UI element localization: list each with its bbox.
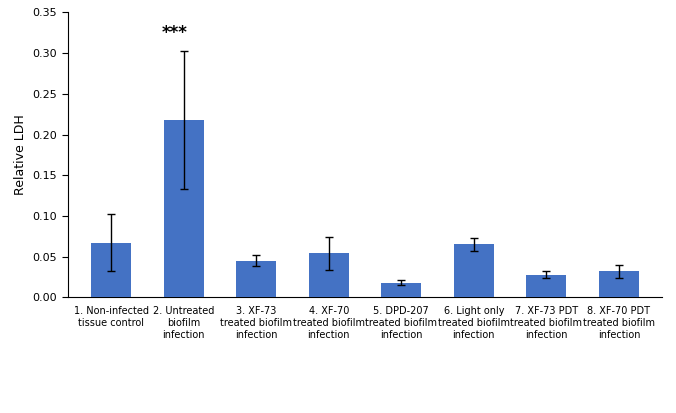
Bar — [164, 120, 203, 297]
Bar — [599, 271, 639, 297]
Bar — [309, 254, 349, 297]
Bar — [381, 283, 421, 297]
Bar — [237, 261, 276, 297]
Bar — [454, 244, 493, 297]
Bar — [527, 275, 566, 297]
Text: ***: *** — [162, 24, 188, 43]
Bar — [91, 243, 131, 297]
Y-axis label: Relative LDH: Relative LDH — [14, 114, 27, 195]
